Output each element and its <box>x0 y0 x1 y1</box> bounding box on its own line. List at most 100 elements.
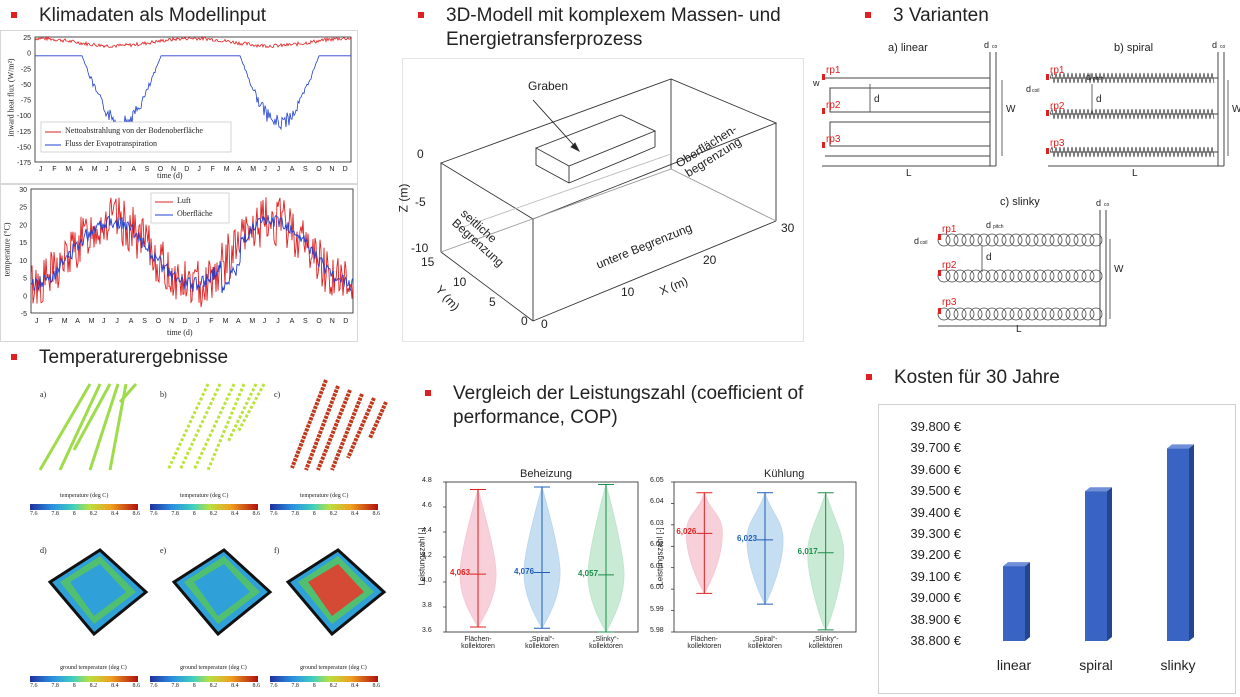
slinky-loop <box>1033 269 1047 283</box>
x-tick: 30 <box>781 221 795 235</box>
slinky-loop <box>1033 307 1047 321</box>
colorbar-tick: 8.2 <box>329 683 338 689</box>
variant-spiral-title: b) spiral <box>1114 42 1154 54</box>
month-tick: A <box>290 318 295 325</box>
ground-maps <box>47 548 387 637</box>
colorbar-tick: 8.6 <box>132 511 140 517</box>
3d-box-drawing <box>439 78 778 322</box>
slinky-loop <box>1025 233 1039 247</box>
rp3-label: rp3 <box>942 297 957 308</box>
month-tick: N <box>169 318 174 325</box>
y-tick-label: 4.6 <box>422 502 432 509</box>
slinky-loop <box>1041 233 1055 247</box>
map-label-e: e) <box>160 546 167 555</box>
y-tick-label: 30 <box>19 187 27 194</box>
label-graben: Graben <box>528 79 569 93</box>
slinky-loop <box>1089 269 1103 283</box>
slinky-loop <box>1049 307 1063 321</box>
month-tick: S <box>142 318 147 325</box>
colorbar-tick: 8.4 <box>111 511 119 517</box>
month-tick: F <box>211 166 215 173</box>
dim-sub-coil: coil <box>920 240 928 246</box>
y-tick-label: -50 <box>21 82 31 89</box>
colorbar-tick: 7.8 <box>291 511 299 517</box>
y-tick-label: 5.99 <box>650 605 664 613</box>
colorbar-tick: 8.4 <box>351 511 359 517</box>
month-tick: M <box>223 318 229 325</box>
slinky-loop <box>1057 269 1071 283</box>
cost-bar-plot <box>1003 444 1194 641</box>
y-tick-label: 25 <box>23 35 31 42</box>
map-label-a: a) <box>40 390 47 399</box>
month-tick: J <box>196 318 200 325</box>
slinky-loop <box>1081 233 1095 247</box>
y-tick-label: 6.01 <box>650 562 664 570</box>
y-tick-label: 15 <box>19 240 27 247</box>
spiral-coil <box>1049 145 1215 158</box>
month-tick: D <box>343 166 348 173</box>
temperature-results-figure: a) b) c) d) e) f) temperature (deg C) 7.6… <box>30 372 400 694</box>
dim-sub-co: co <box>992 44 998 50</box>
colorbar-tick: 8 <box>72 511 76 517</box>
cost-chart: 39.800 € 39.700 € 39.600 € 39.500 € 39.400 €… <box>878 404 1236 694</box>
colorbar-tick: 8.4 <box>231 683 239 689</box>
median-label: 4,063 <box>450 568 471 578</box>
colorbar-label: temperature (deg C) <box>300 493 349 499</box>
y-tick-label: 6.03 <box>650 519 664 527</box>
section-title: 3D-Modell mit komplexem Massen- und Ener… <box>446 5 781 50</box>
colorbar-tick: 8 <box>312 683 316 689</box>
variants-figure: a) linear b) spiral c) slinky rp1 rp2 rp… <box>810 34 1240 335</box>
slinky-loop <box>945 307 959 321</box>
net-radiation-series <box>34 35 352 49</box>
y-tick-label: 39.800 € <box>910 419 961 434</box>
y-tick-label: 0 <box>23 293 27 300</box>
map-a <box>38 383 138 471</box>
y-tick-label: 10 <box>19 258 27 265</box>
slinky-loop <box>969 269 983 283</box>
y-tick-label: 4.4 <box>422 527 432 534</box>
month-tick: J <box>105 166 109 173</box>
rp-marker <box>938 308 941 314</box>
slinky-loop <box>985 307 999 321</box>
slinky-loop <box>1073 269 1087 283</box>
colorbar-tick: 8 <box>72 683 76 689</box>
y-tick-label: 20 <box>19 222 27 229</box>
colorbar <box>150 676 258 682</box>
slinky-loop <box>1009 307 1023 321</box>
colorbar-tick: 7.8 <box>171 511 179 517</box>
y-tick-label: 6.02 <box>650 541 664 549</box>
header-klimadaten: Klimadaten als Modellinput <box>11 4 266 28</box>
slinky-loop <box>993 307 1007 321</box>
dim-d: d <box>1096 94 1102 105</box>
month-tick: J <box>197 166 201 173</box>
month-tick: S <box>145 166 150 173</box>
rp-marker <box>822 74 825 80</box>
colorbar-tick: 8.6 <box>372 511 380 517</box>
rp-marker <box>938 234 941 240</box>
slinky-loop <box>953 269 967 283</box>
legend-surface: Oberfläche <box>177 209 213 218</box>
month-tick: J <box>263 318 267 325</box>
section-title: 3 Varianten <box>893 5 989 26</box>
colorbar-tick: 8.2 <box>89 683 98 689</box>
rp1-label: rp1 <box>826 65 841 76</box>
category-label: „Spiral“- kollektoren <box>748 636 782 650</box>
month-tick: O <box>316 166 322 173</box>
category-label: Flächen- kollektoren <box>687 636 722 650</box>
slinky-loop <box>1009 269 1023 283</box>
rp-marker <box>822 142 825 148</box>
slinky-loop <box>945 269 959 283</box>
slinky-loop <box>953 233 967 247</box>
map-label-b: b) <box>160 390 167 399</box>
y-tick: 10 <box>453 275 467 289</box>
header-varianten: 3 Varianten <box>865 4 989 28</box>
bar-slinky <box>1167 448 1189 641</box>
header-temperaturergebnisse: Temperaturergebnisse <box>11 346 228 370</box>
colorbar-ticks: 7.6 7.8 8 8.2 8.4 8.6 <box>270 683 380 689</box>
rp2-label: rp2 <box>1050 101 1065 112</box>
y-tick-label: 25 <box>19 205 27 212</box>
slinky-loop <box>1001 233 1015 247</box>
colorbar-tick: 8.4 <box>111 683 119 689</box>
slinky-loop <box>1057 307 1071 321</box>
